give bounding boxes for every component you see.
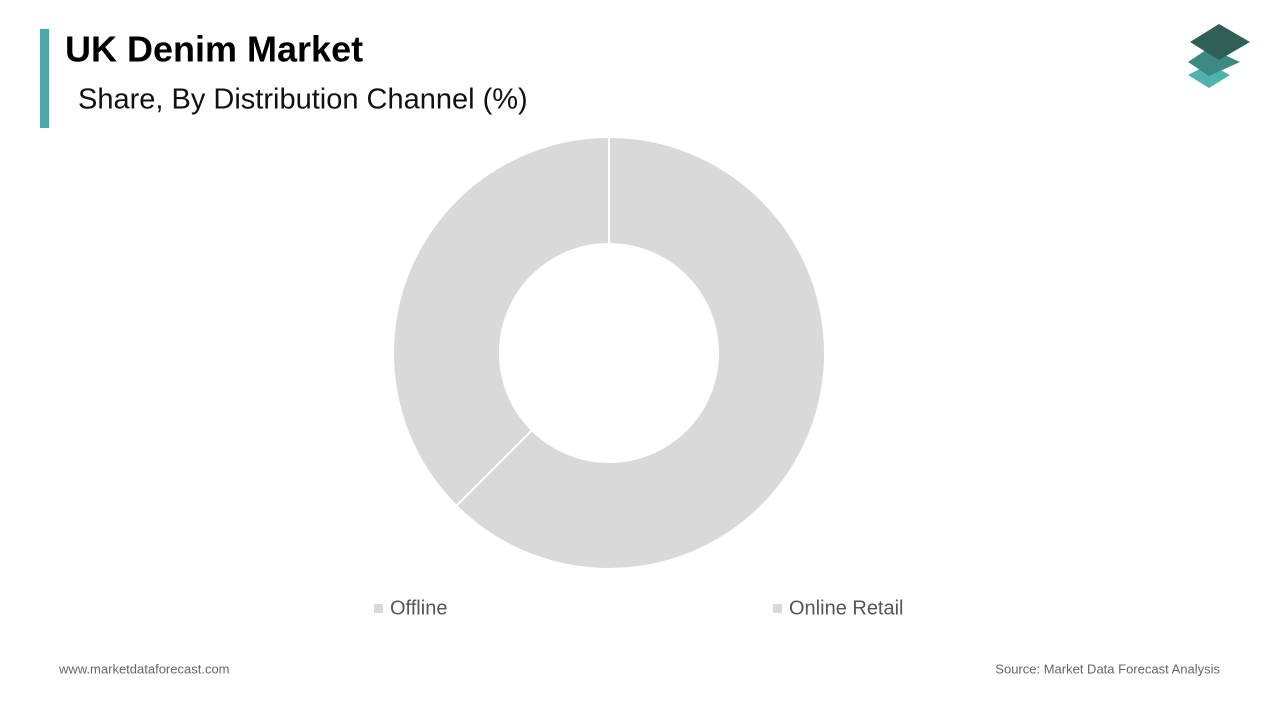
donut-segment (392, 135, 610, 508)
legend-label: Offline (390, 597, 447, 619)
title-accent (40, 29, 49, 128)
logo (1188, 24, 1250, 88)
footer-source: Source: Market Data Forecast Analysis (995, 661, 1220, 676)
chart-title: UK Denim Market (65, 29, 363, 70)
legend-swatch (374, 604, 383, 613)
legend-label: Online Retail (789, 597, 904, 619)
footer-website: www.marketdataforecast.com (58, 661, 230, 676)
legend-swatch (773, 604, 782, 613)
donut-segment (454, 135, 826, 570)
chart-subtitle: Share, By Distribution Channel (%) (78, 84, 528, 116)
